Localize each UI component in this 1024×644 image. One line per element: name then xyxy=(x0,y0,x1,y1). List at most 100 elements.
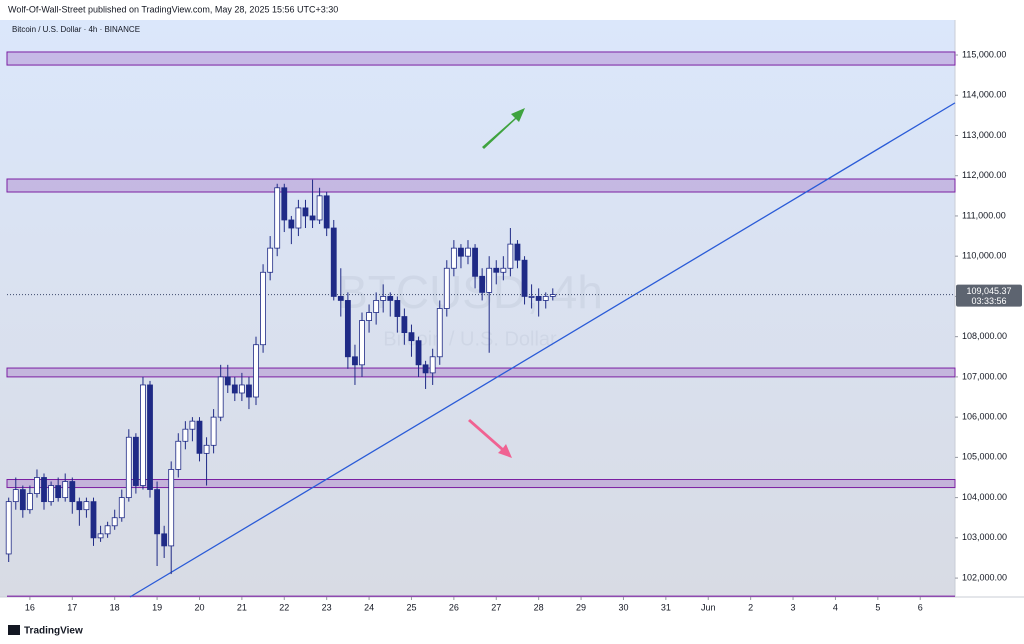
x-tick-label: 24 xyxy=(364,602,374,612)
candle-body xyxy=(288,219,295,229)
candle-body xyxy=(83,501,90,511)
candle-body xyxy=(366,312,372,321)
candle-body xyxy=(97,533,104,539)
candle-body xyxy=(260,271,266,346)
x-tick-label: 4 xyxy=(833,602,838,612)
candle-body xyxy=(514,243,521,261)
candle-body xyxy=(281,187,288,221)
x-tick-label: 25 xyxy=(406,602,416,612)
last-price-label: 109,045.37 xyxy=(966,286,1011,296)
y-tick-label: 103,000.00 xyxy=(962,532,1007,542)
x-tick-label: 30 xyxy=(618,602,628,612)
x-tick-label: 26 xyxy=(449,602,459,612)
candle-body xyxy=(253,344,259,398)
x-tick-label: 21 xyxy=(237,602,247,612)
candle-body xyxy=(69,481,76,503)
candle-body xyxy=(147,384,153,490)
candle-body xyxy=(203,444,210,454)
candle-body xyxy=(443,267,450,309)
footer-logo: TradingView xyxy=(24,626,83,637)
candle-body xyxy=(48,485,54,503)
candle-body xyxy=(309,215,316,221)
candle-body xyxy=(436,308,443,358)
logo-icon xyxy=(8,625,20,635)
zone xyxy=(6,178,956,193)
candle-body xyxy=(154,489,160,535)
x-tick-label: 2 xyxy=(748,602,753,612)
x-tick-label: 5 xyxy=(875,602,880,612)
candle-body xyxy=(408,332,415,342)
candle-body xyxy=(189,420,196,430)
x-tick-label: Jun xyxy=(701,602,716,612)
candle-body xyxy=(55,485,62,499)
zone xyxy=(6,367,956,378)
candle-body xyxy=(295,207,302,229)
y-tick-label: 111,000.00 xyxy=(962,210,1006,220)
candle-body xyxy=(210,416,217,446)
down-arrow xyxy=(468,419,512,458)
candle-body xyxy=(182,428,189,442)
candle-body xyxy=(507,243,514,269)
x-tick-label: 16 xyxy=(25,602,35,612)
candle-body xyxy=(238,384,245,394)
candle-body xyxy=(41,477,47,503)
y-tick-label: 105,000.00 xyxy=(962,452,1007,462)
candle-body xyxy=(316,195,323,221)
y-tick-label: 102,000.00 xyxy=(962,572,1007,582)
candle-body xyxy=(76,501,83,511)
candle-body xyxy=(323,195,330,229)
candle-body xyxy=(217,376,224,418)
candle-body xyxy=(140,384,146,486)
x-tick-label: 31 xyxy=(661,602,671,612)
candle-body xyxy=(5,501,12,555)
candle-body xyxy=(359,320,365,366)
y-tick-label: 113,000.00 xyxy=(962,130,1006,140)
y-tick-label: 108,000.00 xyxy=(962,331,1007,341)
candle-body xyxy=(373,300,380,313)
candle-body xyxy=(500,267,507,273)
candle-body xyxy=(161,533,168,547)
chart-title: Bitcoin / U.S. Dollar · 4h · BINANCE xyxy=(12,25,140,34)
x-tick-label: 29 xyxy=(576,602,586,612)
x-tick-label: 19 xyxy=(152,602,162,612)
candle-body xyxy=(493,267,500,273)
candle-body xyxy=(387,296,394,301)
candle-body xyxy=(168,469,175,547)
candle-body xyxy=(465,247,471,257)
zone xyxy=(6,479,956,489)
x-tick-label: 22 xyxy=(279,602,289,612)
x-tick-label: 17 xyxy=(67,602,77,612)
candle-body xyxy=(231,384,238,394)
candle-body xyxy=(472,247,478,277)
up-arrow xyxy=(482,108,525,149)
candle-body xyxy=(302,207,309,217)
x-tick-label: 23 xyxy=(322,602,332,612)
zone xyxy=(6,51,956,66)
candle-body xyxy=(352,356,358,366)
candle-body xyxy=(458,247,464,257)
y-tick-label: 106,000.00 xyxy=(962,412,1007,422)
watermark-sub: Bitcoin / U.S. Dollar xyxy=(383,328,557,350)
candle-body xyxy=(246,384,252,398)
candle-body xyxy=(521,259,528,297)
y-tick-label: 114,000.00 xyxy=(962,90,1006,100)
candle-body xyxy=(125,436,132,499)
y-tick-label: 110,000.00 xyxy=(962,251,1006,261)
watermark: BTCUSD, 4h xyxy=(337,266,603,318)
candle-body xyxy=(535,296,542,301)
candle-body xyxy=(132,436,139,486)
candle-body xyxy=(19,489,26,511)
last-price-box xyxy=(956,284,1022,307)
drawing-layer xyxy=(5,51,956,598)
x-tick-label: 3 xyxy=(791,602,796,612)
candle-body xyxy=(118,497,125,519)
candle-body xyxy=(394,300,401,317)
candle-body xyxy=(224,376,231,386)
y-tick-label: 104,000.00 xyxy=(962,492,1007,502)
candle-body xyxy=(104,525,111,535)
y-tick-label: 112,000.00 xyxy=(962,170,1006,180)
candle-body xyxy=(34,477,40,494)
candle-body xyxy=(344,300,351,358)
